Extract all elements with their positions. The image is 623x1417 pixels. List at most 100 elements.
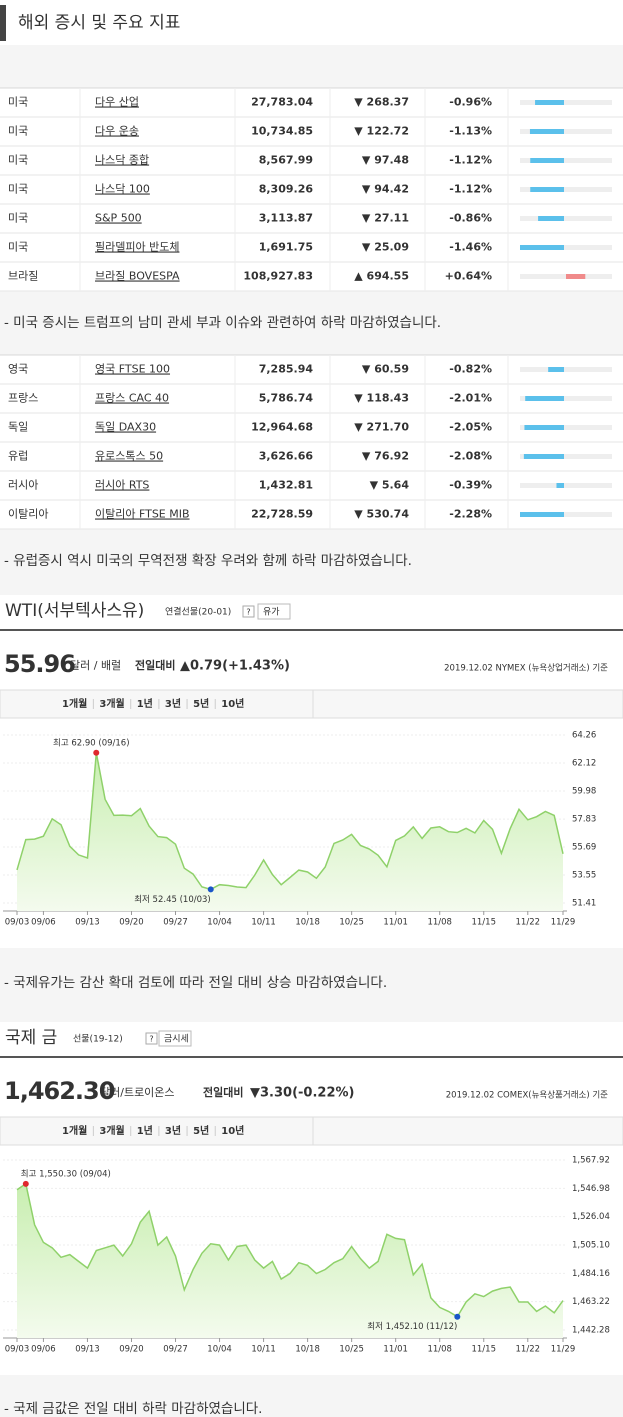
pct-bar — [524, 425, 564, 430]
tab-bar — [0, 689, 623, 719]
index-pct: -2.01% — [449, 392, 492, 405]
country: 영국 — [8, 363, 28, 376]
index-name: 영국 FTSE 100 — [95, 363, 170, 376]
low-point — [207, 886, 214, 893]
x-tick-label: 10/18 — [295, 918, 320, 928]
x-tick-label: 09/20 — [119, 918, 144, 928]
bar-track — [520, 454, 612, 459]
x-tick-label: 11/08 — [427, 1345, 452, 1355]
help-box — [242, 605, 255, 618]
period-tab[interactable]: 1년 — [137, 1124, 153, 1137]
price: 1,462.30 — [4, 1077, 115, 1105]
line — [16, 1182, 564, 1318]
country: 미국 — [8, 154, 28, 167]
bar-track — [520, 483, 612, 488]
period-tab[interactable]: 10년 — [221, 1124, 244, 1137]
y-tick-label: 51.41 — [572, 899, 596, 909]
y-tick-label: 53.55 — [572, 871, 596, 881]
period-tab[interactable]: 5년 — [193, 1124, 209, 1137]
index-pct: -1.46% — [449, 241, 492, 254]
index-name: 독일 DAX30 — [95, 420, 156, 434]
index-name: 나스닥 100 — [95, 183, 150, 196]
high-point — [93, 749, 100, 756]
index-change: ▼ 76.92 — [362, 450, 409, 463]
index-value: 1,432.81 — [259, 479, 313, 492]
x-tick-label: 10/18 — [295, 1345, 320, 1355]
bar-track — [520, 425, 612, 430]
index-change: ▼ 97.48 — [362, 154, 409, 167]
period-tab[interactable]: 5년 — [193, 697, 209, 710]
period-tab[interactable]: 10년 — [221, 697, 244, 710]
chart-title: WTI(서부텍사스유) — [5, 601, 144, 621]
y-tick-label: 62.12 — [572, 758, 596, 768]
index-change: ▼ 268.37 — [354, 96, 409, 109]
table-bg — [0, 88, 623, 291]
price-unit: 달러/트로이온스 — [100, 1086, 175, 1099]
y-tick-label: 55.69 — [572, 843, 596, 853]
index-value: 1,691.75 — [259, 241, 313, 254]
index-pct: -0.82% — [449, 363, 492, 376]
index-value: 27,783.04 — [251, 96, 313, 109]
source: 2019.12.02 NYMEX (뉴욕상업거래소) 기준 — [444, 663, 608, 674]
pct-bar — [525, 396, 564, 401]
pct-bar — [529, 129, 564, 134]
y-tick-label: 1,442.28 — [572, 1326, 610, 1336]
index-name: 다우 운송 — [95, 125, 139, 138]
index-change: ▼ 60.59 — [362, 363, 409, 376]
period-tab[interactable]: 3개월 — [99, 1124, 124, 1137]
area — [17, 1183, 563, 1338]
header-bar — [0, 5, 6, 41]
x-tick-label: 10/25 — [339, 1345, 364, 1355]
x-tick-label: 11/15 — [471, 1345, 496, 1355]
area — [17, 752, 563, 911]
link-button-label: 금시세 — [164, 1034, 189, 1045]
index-value: 7,285.94 — [259, 363, 314, 376]
index-change: ▼ 530.74 — [354, 508, 409, 521]
header-title: 해외 증시 및 주요 지표 — [18, 13, 180, 33]
bar-track — [520, 158, 612, 163]
pct-bar — [556, 483, 564, 488]
pct-bar — [566, 274, 586, 279]
y-tick-label: 57.83 — [572, 815, 596, 825]
period-tab[interactable]: 3년 — [165, 1124, 181, 1137]
x-tick-label: 10/04 — [207, 1345, 232, 1355]
index-pct: -1.12% — [449, 183, 492, 196]
x-tick-label: 09/13 — [75, 918, 100, 928]
y-tick-label: 1,484.16 — [572, 1269, 610, 1279]
y-tick-label: 1,463.22 — [572, 1297, 610, 1307]
period-tab[interactable]: 3년 — [165, 697, 181, 710]
period-tab[interactable]: 1년 — [137, 697, 153, 710]
bar-track — [520, 187, 612, 192]
index-pct: -2.08% — [449, 450, 492, 463]
country: 이탈리아 — [8, 508, 48, 521]
note: - 국제 금값은 전일 대비 하락 마감하였습니다. — [4, 1401, 262, 1417]
source: 2019.12.02 COMEX(뉴욕상품거래소) 기준 — [446, 1090, 608, 1101]
help-icon: ? — [246, 608, 250, 617]
price-change: ▼3.30(-0.22%) — [250, 1086, 354, 1101]
pct-bar — [523, 454, 564, 459]
index-value: 3,113.87 — [259, 212, 313, 225]
index-pct: -2.28% — [449, 508, 492, 521]
bar-track — [520, 129, 612, 134]
index-name: S&P 500 — [95, 212, 142, 225]
high-annotation: 최고 62.90 (09/16) — [53, 737, 130, 748]
country: 미국 — [8, 212, 28, 225]
period-tab[interactable]: 1개월 — [62, 1124, 87, 1137]
index-change: ▼ 5.64 — [370, 479, 410, 492]
link-button[interactable] — [257, 603, 291, 620]
pct-bar — [548, 367, 564, 372]
country: 독일 — [8, 420, 28, 434]
period-tab[interactable]: 3개월 — [99, 697, 124, 710]
index-value: 108,927.83 — [243, 270, 313, 283]
index-value: 5,786.74 — [259, 392, 314, 405]
period-tab[interactable]: 1개월 — [62, 697, 87, 710]
chart-subtitle: 연결선물(20-01) — [165, 607, 231, 618]
index-pct: -2.05% — [449, 421, 492, 434]
index-pct: -0.86% — [449, 212, 492, 225]
x-tick-label: 11/15 — [471, 918, 496, 928]
x-tick-label: 11/01 — [383, 918, 408, 928]
x-tick-label: 09/27 — [163, 918, 188, 928]
compare-label: 전일대비 — [135, 658, 175, 672]
price-change: ▲0.79(+1.43%) — [180, 659, 290, 674]
link-button[interactable] — [158, 1030, 192, 1047]
